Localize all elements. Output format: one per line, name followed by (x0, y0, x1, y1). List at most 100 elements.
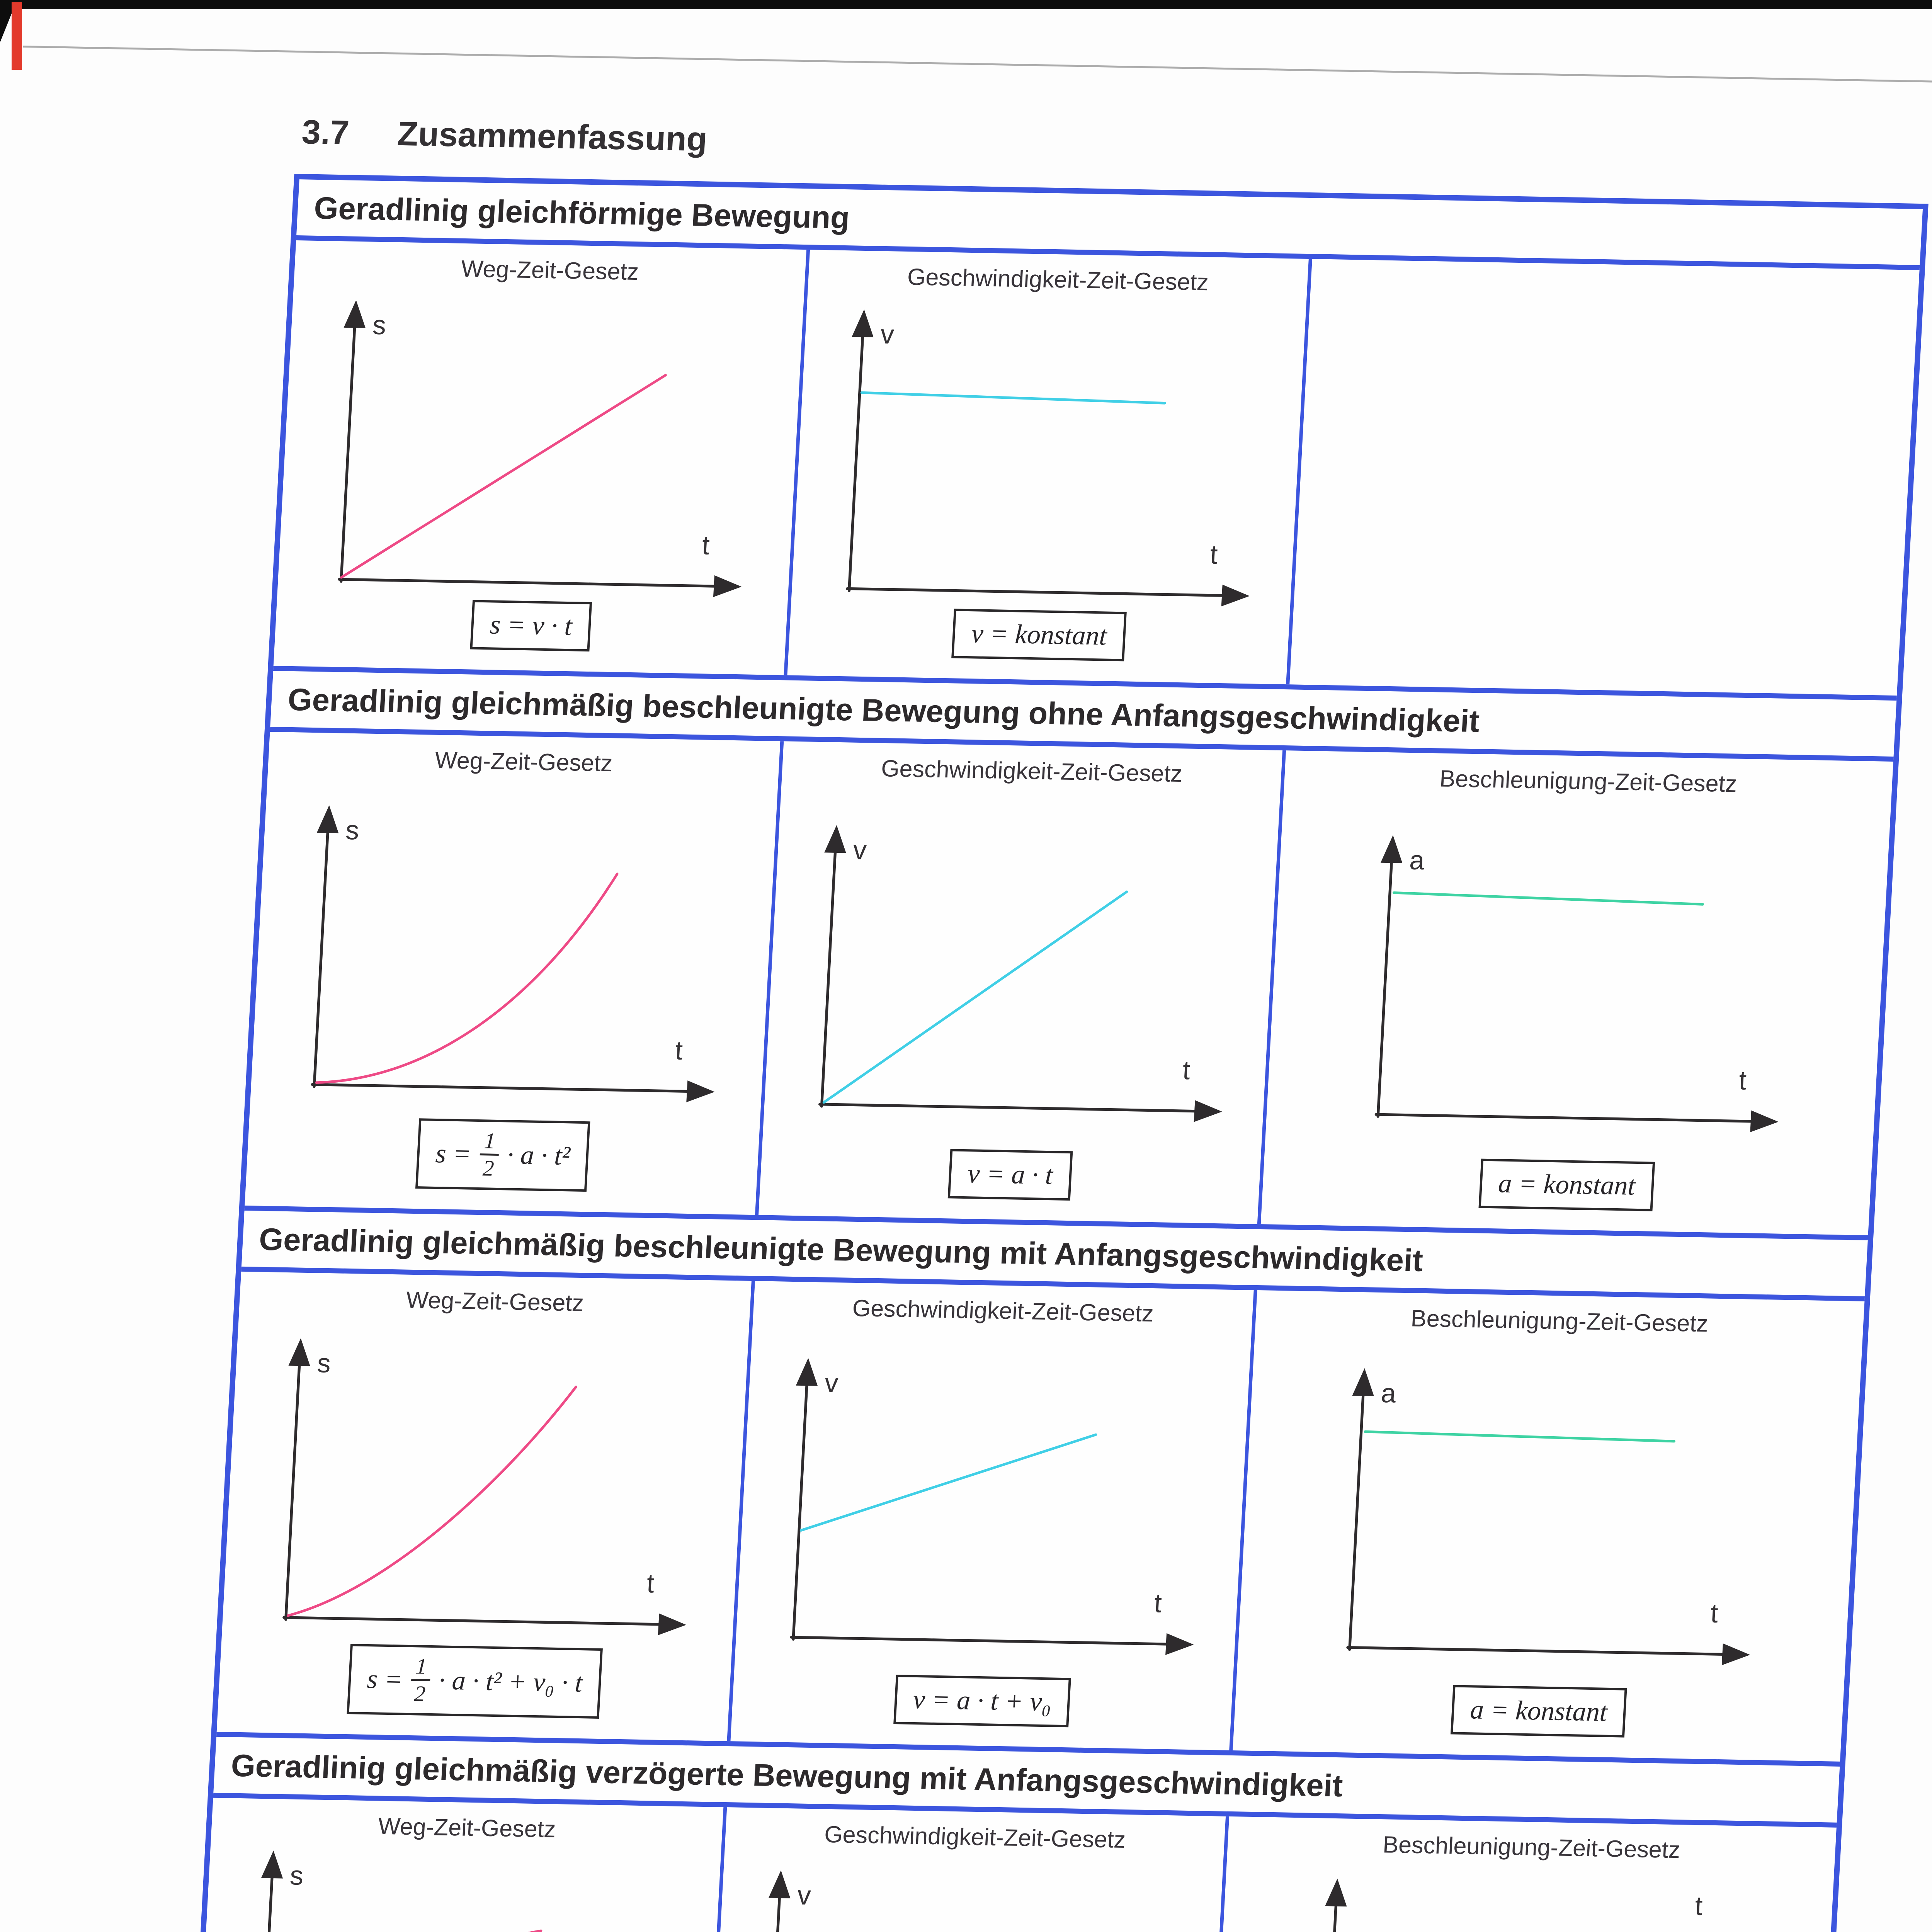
formula-row: s = 1 2 · a · t² + v₀ · t (221, 1641, 728, 1721)
formula-row: s = v · t (278, 596, 784, 655)
scan-red-mark (12, 2, 22, 70)
velocity-curve (822, 890, 1128, 1104)
cell-s2-weg-zeit: Weg-Zeit-Gesetz s t s = 1 2 (245, 731, 784, 1215)
y-axis-label: v (824, 1368, 839, 1398)
a-t-graph: a t (1346, 1368, 1750, 1665)
x-axis (818, 1103, 1200, 1113)
summary-table: Geradlinig gleichförmige Bewegung Weg-Ze… (184, 173, 1929, 1932)
acceleration-curve (1364, 1430, 1676, 1443)
y-axis-arrow (768, 1870, 790, 1898)
y-axis-arrow (344, 300, 366, 328)
x-axis (311, 1083, 692, 1093)
formula-row: a = konstant (1266, 1155, 1868, 1215)
x-axis (845, 587, 1227, 597)
x-axis-label: t (701, 530, 710, 560)
s-t-graph: s t (282, 1338, 686, 1635)
formula-row: a = konstant (1238, 1681, 1840, 1741)
y-axis-label: v (880, 319, 895, 350)
cell-s4-weg-zeit: Weg-Zeit-Gesetz s t s = 1 2 (190, 1798, 727, 1932)
y-axis (339, 316, 357, 583)
y-axis-label: v (852, 835, 867, 865)
empty-cell (1289, 259, 1919, 696)
cell-s3-geschwindigkeit-zeit: Geschwindigkeit-Zeit-Gesetz v t v = a · … (730, 1281, 1257, 1751)
formula-row: v = a · t + v₀ (735, 1672, 1229, 1730)
y-axis (820, 841, 837, 1108)
x-axis (1374, 1113, 1756, 1123)
v-t-graph: v t (845, 309, 1250, 607)
acceleration-curve (1392, 891, 1704, 906)
y-axis-arrow (1380, 835, 1403, 863)
v-t-graph: v t (818, 825, 1222, 1122)
formula-box: s = 1 2 · a · t² + v₀ · t (347, 1643, 603, 1719)
distance-curve (286, 1385, 577, 1617)
y-axis-label: a (1380, 1378, 1397, 1408)
formula-row: v = konstant (792, 606, 1286, 664)
y-axis (791, 1374, 809, 1641)
cell-header: Weg-Zeit-Gesetz (405, 1286, 585, 1316)
y-axis-label: s (372, 310, 387, 340)
x-axis-label: t (674, 1035, 683, 1065)
y-axis-arrow (851, 309, 874, 337)
formula-box: v = konstant (951, 609, 1127, 662)
formula-text: v = a · t + v₀ (912, 1684, 1052, 1717)
formula-box: s = 1 2 · a · t² (415, 1118, 590, 1192)
cell-s4-geschwindigkeit-zeit: Geschwindigkeit-Zeit-Gesetz v t v = a · … (704, 1807, 1230, 1932)
page-sheet: 3.7 Zusammenfassung Geradlinig gleichför… (184, 112, 1932, 1932)
y-axis-label: s (289, 1860, 304, 1891)
y-axis-label: a (1409, 845, 1425, 876)
formula-box: s = v · t (470, 600, 592, 652)
y-axis-arrow (1325, 1878, 1347, 1906)
formula-text: v = konstant (970, 619, 1108, 651)
section-2-row: Weg-Zeit-Gesetz s t s = 1 2 (244, 731, 1893, 1240)
y-axis-arrow (288, 1338, 310, 1366)
v-t-graph: v t (764, 1870, 811, 1932)
a-t-graph: t (1321, 1878, 1703, 1932)
cell-s3-beschleunigung-zeit: Beschleunigung-Zeit-Gesetz a t a = konst… (1233, 1290, 1864, 1762)
x-axis-label: t (646, 1568, 655, 1598)
y-axis (1376, 852, 1394, 1118)
y-axis (257, 1867, 274, 1932)
y-axis (1348, 1384, 1365, 1651)
velocity-curve (799, 1433, 1097, 1532)
cell-header: Geschwindigkeit-Zeit-Gesetz (880, 755, 1183, 787)
formula-box: a = konstant (1478, 1158, 1655, 1211)
fraction-denominator: 2 (413, 1681, 426, 1707)
formula-row: v = a · t (764, 1146, 1257, 1204)
x-axis-arrow (1750, 1110, 1779, 1133)
section-3-row: Weg-Zeit-Gesetz s t s = 1 2 (216, 1271, 1865, 1767)
scan-fold-line (23, 46, 1932, 84)
x-axis-arrow (1221, 584, 1250, 607)
formula-text: v = a · t (967, 1159, 1054, 1190)
cell-s1-weg-zeit: Weg-Zeit-Gesetz s t s = v · t (273, 240, 810, 675)
s-t-graph: s t (257, 1850, 542, 1932)
y-axis-arrow (824, 825, 846, 853)
cell-s2-beschleunigung-zeit: Beschleunigung-Zeit-Gesetz a t a = konst… (1261, 750, 1893, 1235)
section-4-row: Weg-Zeit-Gesetz s t s = 1 2 (190, 1798, 1837, 1932)
x-axis (282, 1616, 664, 1626)
fraction-denominator: 2 (482, 1155, 495, 1181)
cell-header: Weg-Zeit-Gesetz (434, 747, 614, 777)
section-1-row: Weg-Zeit-Gesetz s t s = v · t Ge (273, 240, 1920, 701)
fraction: 1 2 (478, 1128, 500, 1181)
formula-text: a = konstant (1497, 1168, 1636, 1201)
y-axis-label: s (345, 815, 360, 845)
s-t-graph: s t (311, 805, 715, 1102)
formula-row: s = 1 2 · a · t² (250, 1115, 756, 1195)
x-axis (1346, 1646, 1728, 1656)
formula-pre: s = (435, 1138, 472, 1169)
a-t-graph: a t (1374, 835, 1779, 1133)
s-t-graph: s t (337, 300, 742, 597)
x-axis-arrow (658, 1613, 686, 1635)
section-number: 3.7 (301, 112, 350, 152)
cell-s4-beschleunigung-zeit: Beschleunigung-Zeit-Gesetz t a = konstan… (1206, 1816, 1836, 1932)
formula-post: · a · t² (506, 1140, 571, 1171)
cell-header: Geschwindigkeit-Zeit-Gesetz (823, 1821, 1126, 1853)
cell-header: Geschwindigkeit-Zeit-Gesetz (852, 1294, 1155, 1327)
cell-header: Geschwindigkeit-Zeit-Gesetz (906, 264, 1209, 296)
scan-top-edge (0, 0, 1932, 9)
x-axis-label: t (1182, 1055, 1190, 1085)
x-axis-arrow (713, 575, 742, 597)
x-axis-arrow (1194, 1100, 1222, 1122)
x-axis (337, 578, 719, 588)
